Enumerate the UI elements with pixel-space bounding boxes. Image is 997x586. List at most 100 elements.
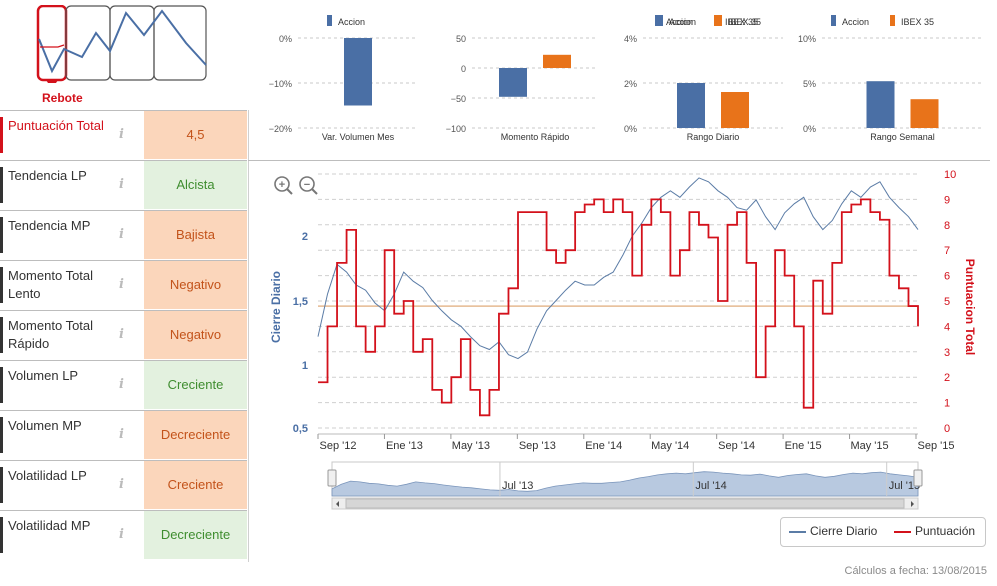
x-tick-label: Sep '12 <box>320 440 357 452</box>
row-marker <box>0 517 3 553</box>
indicator-label: Tendencia LP <box>8 168 87 183</box>
y-tick-label: 0% <box>624 124 637 134</box>
indicator-label: Volatilidad LP <box>8 468 87 483</box>
y-tick-label: 0% <box>803 124 816 134</box>
row-marker <box>0 317 3 353</box>
bar-chart-3: 10% 5% 0% Accion IBEX 35 Rango Semanal <box>798 15 983 142</box>
legend-label: Accion <box>842 17 869 27</box>
right-tick-label: 7 <box>944 245 950 257</box>
scroll-left-arrow[interactable] <box>336 501 339 507</box>
right-tick-label: 5 <box>944 296 950 308</box>
legend-swatch <box>714 15 719 26</box>
indicator-row: Volumen MP i Decreciente <box>0 410 247 459</box>
bar-accion <box>677 83 705 128</box>
legend-swatch <box>890 15 895 26</box>
indicator-value: Negativo <box>144 311 247 359</box>
indicator-label: Volatilidad MP <box>8 518 91 533</box>
row-marker <box>0 367 3 403</box>
legend-label: Accion <box>669 17 696 27</box>
right-tick-label: 0 <box>944 423 950 435</box>
y-tick-label: 0% <box>279 34 292 44</box>
mini-bar-charts: 0% −10% −20% Accion Var. Volumen Mes 50 0 −50 −1… <box>269 15 983 142</box>
navigator-handle-left[interactable] <box>327 469 337 487</box>
legend-swatch <box>717 15 722 26</box>
bar-ibex-35 <box>543 54 571 68</box>
svg-text:+: + <box>279 179 285 191</box>
x-tick-label: Sep '15 <box>918 440 955 452</box>
y-tick-label: −100 <box>446 124 466 134</box>
indicator-value: Creciente <box>144 461 247 509</box>
indicator-label: Volumen MP <box>8 418 82 433</box>
left-tick-label: 1,5 <box>293 296 308 308</box>
legend-label: IBEX 35 <box>901 17 934 27</box>
x-tick-label: Ene '13 <box>386 440 423 452</box>
legend-line-puntuacion <box>894 531 911 533</box>
info-icon[interactable]: i <box>119 477 124 492</box>
indicator-row: Tendencia MP i Bajista <box>0 210 247 259</box>
x-tick-label: Sep '14 <box>718 440 755 452</box>
bar-chart-title: Rango Diario <box>687 132 740 142</box>
scroll-right-arrow[interactable] <box>911 501 914 507</box>
info-icon[interactable]: i <box>119 327 124 342</box>
x-tick-label: May '14 <box>651 440 689 452</box>
navigator-handle-right[interactable] <box>913 469 923 487</box>
indicator-row: Volatilidad LP i Creciente <box>0 460 247 509</box>
calc-date: Cálculos a fecha: 13/08/2015 <box>844 565 988 577</box>
y-tick-label: 10% <box>798 34 816 44</box>
indicator-label: Volumen LP <box>8 368 79 383</box>
right-tick-label: 8 <box>944 220 950 232</box>
zoom-in-icon[interactable]: + <box>274 176 293 195</box>
legend-swatch <box>831 15 836 26</box>
indicator-row: Tendencia LP i Alcista <box>0 160 247 209</box>
y-tick-label: 5% <box>803 79 816 89</box>
logo-arrow <box>40 44 65 48</box>
indicator-label: Momento Total Rápido <box>8 318 94 351</box>
x-tick-label: Ene '15 <box>785 440 822 452</box>
right-tick-label: 10 <box>944 169 956 181</box>
indicator-row: Volumen LP i Creciente <box>0 360 247 409</box>
series-cierre-diario <box>317 177 919 360</box>
right-tick-label: 4 <box>944 321 950 333</box>
left-tick-label: 1 <box>302 360 308 372</box>
indicator-label: Tendencia MP <box>8 218 91 233</box>
bar-chart-title: Var. Volumen Mes <box>322 132 395 142</box>
bar-chart-title: Rango Semanal <box>870 132 935 142</box>
bar-accion <box>499 68 527 97</box>
indicator-value: Decreciente <box>144 411 247 459</box>
svg-text:−: − <box>304 179 310 191</box>
info-icon[interactable]: i <box>119 127 124 142</box>
legend-item-cierre[interactable]: Cierre Diario <box>810 524 878 538</box>
indicator-value: Decreciente <box>144 511 247 559</box>
legend-item-puntuacion[interactable]: Puntuación <box>915 524 976 538</box>
legend-swatch <box>655 15 660 26</box>
y-tick-label: 2% <box>624 79 637 89</box>
bar-chart-0: 0% −10% −20% Accion Var. Volumen Mes <box>269 15 418 142</box>
x-tick-label: May '13 <box>452 440 490 452</box>
row-marker <box>0 267 3 303</box>
bar-chart-2: 4% 2% 0% Accion IBEX 35 Rango Diario <box>624 15 783 142</box>
info-icon[interactable]: i <box>119 227 124 242</box>
scrollbar-thumb[interactable] <box>345 498 905 509</box>
row-marker <box>0 417 3 453</box>
info-icon[interactable]: i <box>119 177 124 192</box>
left-tick-label: 0,5 <box>293 423 308 435</box>
x-tick-label: Ene '14 <box>585 440 622 452</box>
logo-frame-4 <box>153 5 207 81</box>
y-tick-label: 0 <box>461 64 466 74</box>
info-icon[interactable]: i <box>119 377 124 392</box>
logo-pointer <box>46 80 58 83</box>
info-icon[interactable]: i <box>119 427 124 442</box>
indicator-row: Volatilidad MP i Decreciente <box>0 510 247 559</box>
zoom-out-icon[interactable]: − <box>299 176 318 195</box>
indicator-label: Puntuación Total <box>8 118 104 133</box>
legend-swatch <box>658 15 663 26</box>
bar-ibex-35 <box>721 92 749 128</box>
y-tick-label: −20% <box>269 124 292 134</box>
indicator-label: Momento Total Lento <box>8 268 94 301</box>
info-icon[interactable]: i <box>119 527 124 542</box>
row-marker <box>0 167 3 203</box>
y-tick-label: −10% <box>269 79 292 89</box>
info-icon[interactable]: i <box>119 277 124 292</box>
indicator-value: 4,5 <box>144 111 247 159</box>
